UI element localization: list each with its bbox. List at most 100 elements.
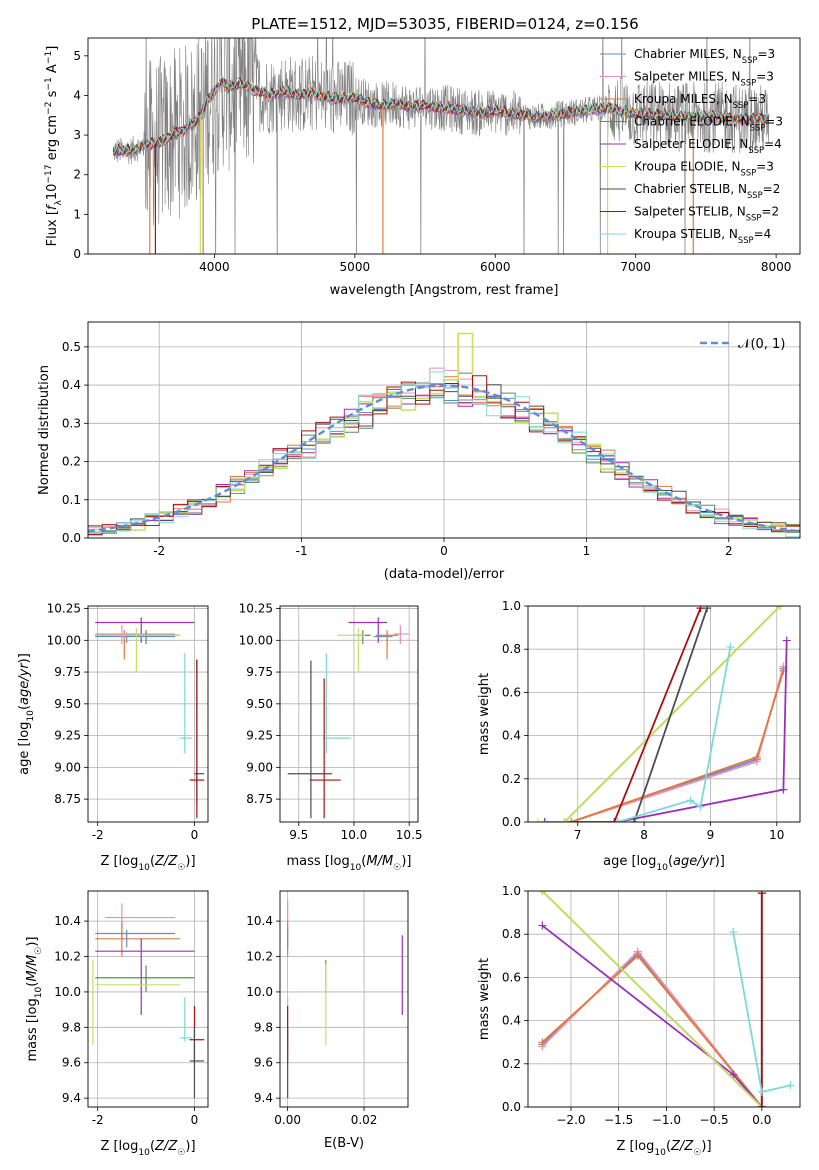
weight-marker-kroupa_miles xyxy=(633,951,642,960)
weight-line-chabrier_miles xyxy=(541,952,763,1107)
weight-line-salpeter_miles xyxy=(570,666,785,822)
axes-frame xyxy=(527,890,801,1108)
axes-age_vs_Z: -2 0 8.75 9.00 9.25 9.50 9.75 10.00 10.25 Z [log1… xyxy=(17,602,209,873)
y-tick-label: 9.6 xyxy=(254,1056,273,1070)
y-tick-label: 0.8 xyxy=(502,927,521,941)
figure-title: PLATE=1512, MJD=53035, FIBERID=0124, z=0… xyxy=(251,15,638,33)
x-tick-label: 0 xyxy=(440,544,448,558)
y-tick-label: 10.0 xyxy=(54,985,81,999)
axes-massweight_vs_age: 7 8 9 10 0.0 0.2 0.4 0.6 0.8 1.0 age [log10(age/yr… xyxy=(477,599,801,873)
x-tick-label: -2 xyxy=(92,1113,104,1127)
spectrum-model-line-kroupa_stelib xyxy=(113,75,769,155)
weight-line-salpeter_miles xyxy=(541,950,763,1107)
y-tick-label: 9.25 xyxy=(54,729,81,743)
plot-area-mass_vs_Z xyxy=(92,903,205,1099)
y-tick-label: 0.5 xyxy=(62,340,81,354)
y-tick-label: 2 xyxy=(73,168,81,182)
y-tick-label: 9.00 xyxy=(54,760,81,774)
x-tick-label: 8000 xyxy=(761,260,792,274)
y-axis-label: mass [log10(M/M☉)] xyxy=(25,937,44,1062)
plot-area-massweight_vs_age xyxy=(533,606,791,822)
legend-label-salpeter_elodie: Salpeter ELODIE, NSSP=4 xyxy=(634,137,782,155)
x-tick-label: 5000 xyxy=(340,260,371,274)
axes-age_vs_mass: 9.5 10.0 10.5 8.75 9.00 9.25 9.50 9.75 10.00 10.2… xyxy=(239,602,423,873)
y-tick-label: 9.50 xyxy=(54,697,81,711)
weight-marker-kroupa_stelib xyxy=(786,1081,795,1090)
y-tick-label: 0.6 xyxy=(502,685,521,699)
x-tick-label: 9.5 xyxy=(289,828,308,842)
weight-marker-kroupa_elodie xyxy=(533,818,542,822)
y-tick-label: 9.4 xyxy=(62,1091,81,1105)
y-axis-label: age [log10(age/yr)] xyxy=(17,653,36,775)
hist-step-kroupa_stelib xyxy=(88,371,800,538)
y-tick-label: 9.00 xyxy=(246,760,273,774)
y-tick-label: 9.75 xyxy=(246,665,273,679)
y-axis-label: mass weight xyxy=(477,958,492,1040)
weight-marker-kroupa_stelib xyxy=(757,1087,766,1096)
x-axis-label: E(B-V) xyxy=(324,1136,364,1151)
axes-frame xyxy=(87,605,209,823)
y-tick-label: 0.0 xyxy=(502,1100,521,1114)
weight-marker-kroupa_stelib xyxy=(686,796,695,805)
y-tick-label: 9.25 xyxy=(246,729,273,743)
y-tick-label: 10.0 xyxy=(246,985,273,999)
x-tick-label: 0.02 xyxy=(351,1113,378,1127)
weight-marker-kroupa_miles xyxy=(538,1038,547,1047)
x-tick-label: 7000 xyxy=(620,260,651,274)
weight-line-kroupa_miles xyxy=(541,954,763,1107)
axes-frame xyxy=(527,605,801,823)
weight-line-salpeter_stelib xyxy=(613,607,702,822)
plot-area-residual_hist xyxy=(88,332,800,538)
axes-spectrum: 4000 5000 6000 7000 8000 0 1 2 3 4 5 wavelength [An… xyxy=(44,37,801,298)
y-tick-label: 0.0 xyxy=(62,531,81,545)
weight-marker-salpeter_elodie xyxy=(729,1070,738,1079)
x-axis-label: (data-model)/error xyxy=(384,567,505,582)
normal-curve xyxy=(88,384,800,533)
y-tick-label: 9.8 xyxy=(62,1020,81,1034)
y-tick-label: 5 xyxy=(73,49,81,63)
weight-marker-kroupa_stelib xyxy=(613,818,622,822)
y-axis-label: mass weight xyxy=(477,673,492,755)
plot-area-spectrum xyxy=(112,38,770,254)
x-tick-label: 0 xyxy=(191,1113,199,1127)
y-tick-label: 4 xyxy=(73,88,81,102)
x-tick-label: 1 xyxy=(583,544,591,558)
y-tick-label: 10.4 xyxy=(246,914,273,928)
legend-label-kroupa_miles: Kroupa MILES, NSSP=3 xyxy=(634,92,766,110)
x-tick-label: −1.0 xyxy=(652,1113,681,1127)
y-tick-label: 0.2 xyxy=(502,772,521,786)
y-tick-label: 10.00 xyxy=(47,633,81,647)
x-tick-label: 0.0 xyxy=(752,1113,771,1127)
y-tick-label: 0.3 xyxy=(62,416,81,430)
x-tick-label: 4000 xyxy=(199,260,230,274)
y-tick-label: 9.50 xyxy=(246,697,273,711)
y-tick-label: 1.0 xyxy=(502,884,521,898)
x-tick-label: 10.0 xyxy=(341,828,368,842)
y-tick-label: 0.8 xyxy=(502,642,521,656)
weight-marker-kroupa_miles xyxy=(567,818,576,822)
weight-line-kroupa_elodie xyxy=(538,606,781,822)
y-tick-label: 9.6 xyxy=(62,1056,81,1070)
y-tick-label: 1.0 xyxy=(502,599,521,613)
y-tick-label: 9.75 xyxy=(54,665,81,679)
axes-frame xyxy=(87,37,801,255)
plot-area-massweight_vs_Z xyxy=(538,891,795,1107)
x-tick-label: 8 xyxy=(640,828,648,842)
axes-massweight_vs_Z: −2.0 −1.5 −1.0 −0.5 0.0 0.0 0.2 0.4 0.6 0.8 1.0 Z [… xyxy=(477,884,801,1158)
weight-marker-kroupa_stelib xyxy=(696,802,705,811)
weight-marker-chabrier_stelib xyxy=(630,818,639,822)
weight-marker-kroupa_elodie xyxy=(560,818,569,822)
x-tick-label: 10.5 xyxy=(396,828,423,842)
x-tick-label: 0 xyxy=(191,828,199,842)
weight-marker-salpeter_elodie xyxy=(540,818,549,822)
spectrum-legend: Chabrier MILES, NSSP=3 Salpeter MILES, NS… xyxy=(600,47,783,245)
y-tick-label: 0.0 xyxy=(502,815,521,829)
legend-label-kroupa_elodie: Kroupa ELODIE, NSSP=3 xyxy=(634,160,774,178)
x-tick-label: 10 xyxy=(769,828,784,842)
legend-label-kroupa_stelib: Kroupa STELIB, NSSP=4 xyxy=(634,227,771,245)
y-tick-label: 9.4 xyxy=(254,1091,273,1105)
weight-line-kroupa_stelib xyxy=(617,646,732,822)
axes-residual_hist: -2 -1 0 1 2 0.0 0.1 0.2 0.3 0.4 0.5 (data-model)/er… xyxy=(37,321,801,582)
axes-frame xyxy=(87,890,209,1108)
y-tick-label: 0.4 xyxy=(62,378,81,392)
